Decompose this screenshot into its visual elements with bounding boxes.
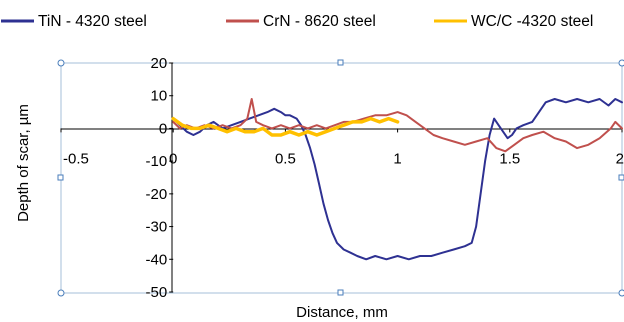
series-line-3	[171, 116, 400, 137]
frame-handle-top-left[interactable]	[57, 59, 65, 67]
x-axis-title: Distance, mm	[296, 304, 388, 321]
frame-handle-top-mid[interactable]	[337, 59, 344, 66]
series-layer	[171, 98, 623, 261]
x-tick-label: -0.5	[63, 150, 89, 167]
frame-handle-bottom-left[interactable]	[57, 289, 65, 297]
y-tick-label: -20	[146, 186, 168, 203]
y-tick-label: 10	[151, 88, 168, 105]
series-line-1	[172, 98, 623, 261]
x-tick-label: 1	[393, 150, 401, 167]
frame-handle-right-mid[interactable]	[618, 174, 624, 181]
x-tick-label: 0.5	[275, 150, 296, 167]
y-tick-label: -10	[146, 153, 168, 170]
x-tick-label: 1.5	[499, 150, 520, 167]
frame-handles[interactable]	[57, 59, 624, 297]
y-tick-label: -40	[146, 251, 168, 268]
y-tick-label: 20	[151, 55, 168, 72]
frame-handle-top-right[interactable]	[618, 59, 624, 67]
legend-label-2: CrN - 8620 steel	[263, 13, 376, 30]
x-tick-label: 2	[616, 150, 624, 167]
series-line-2	[172, 98, 623, 153]
y-axis-title: Depth of scar, µm	[15, 104, 32, 222]
frame-handle-bottom-mid[interactable]	[337, 289, 344, 296]
legend-label-1: TiN - 4320 steel	[38, 13, 147, 30]
x-tick-label: 0	[169, 150, 177, 167]
legend: TiN - 4320 steel CrN - 8620 steel WC/C -43…	[1, 13, 593, 30]
frame-handle-bottom-right[interactable]	[618, 289, 624, 297]
y-tick-label: -30	[146, 219, 168, 236]
frame-handle-left-mid[interactable]	[57, 174, 64, 181]
legend-label-3: WC/C -4320 steel	[471, 13, 593, 30]
x-axis-ticks: -0.5 0 0.5 1 1.5 2	[60, 128, 624, 167]
y-tick-label: -50	[146, 284, 168, 301]
y-tick-label: 0	[159, 120, 167, 137]
